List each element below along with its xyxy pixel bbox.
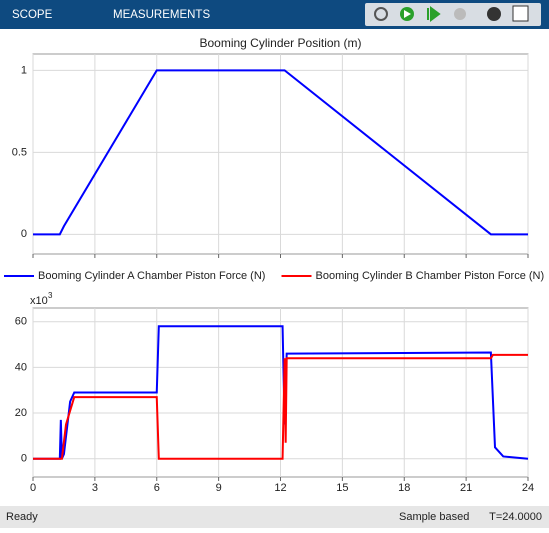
status-time: T=24.0000 [489,511,542,523]
tab-measurements[interactable]: MEASUREMENTS [113,9,210,21]
help-icon[interactable] [487,7,501,21]
y-tick-label: 0 [21,228,27,240]
y-tick-label: 60 [15,316,27,328]
plot-title: Booming Cylinder Position (m) [199,36,361,50]
y-tick-label: 0 [21,453,27,465]
x-tick-label: 12 [274,482,286,494]
exponent-base: x10 [30,295,48,307]
legend-label: Booming Cylinder A Chamber Piston Force … [38,270,265,282]
x-tick-label: 3 [92,482,98,494]
status-ready: Ready [6,511,38,523]
y-tick-label: 0.5 [12,146,27,158]
data-line [33,353,528,460]
undock-icon[interactable] [512,5,529,22]
y-tick-label: 40 [15,361,27,373]
settings-icon[interactable] [374,7,388,21]
x-tick-label: 15 [336,482,348,494]
status-mode: Sample based [399,511,469,523]
x-tick-label: 0 [30,482,36,494]
status-bar [0,506,549,528]
y-tick-label: 20 [15,407,27,419]
x-tick-label: 9 [216,482,222,494]
step-icon[interactable] [427,6,441,22]
x-tick-label: 24 [522,482,534,494]
data-line [33,69,528,236]
data-line [33,325,529,460]
x-tick-label: 18 [398,482,410,494]
x-tick-label: 21 [460,482,472,494]
plots: Booming Cylinder Position (m) 0 0.5 1 0 3 6 9 12… [4,36,544,494]
tab-scope[interactable]: SCOPE [12,9,53,21]
exponent: 3 [48,291,53,300]
x-tick-label: 6 [154,482,160,494]
legend-label: Booming Cylinder B Chamber Piston Force … [316,270,545,282]
y-tick-label: 1 [21,64,27,76]
stop-icon[interactable] [454,8,466,20]
run-glyph [404,10,411,18]
